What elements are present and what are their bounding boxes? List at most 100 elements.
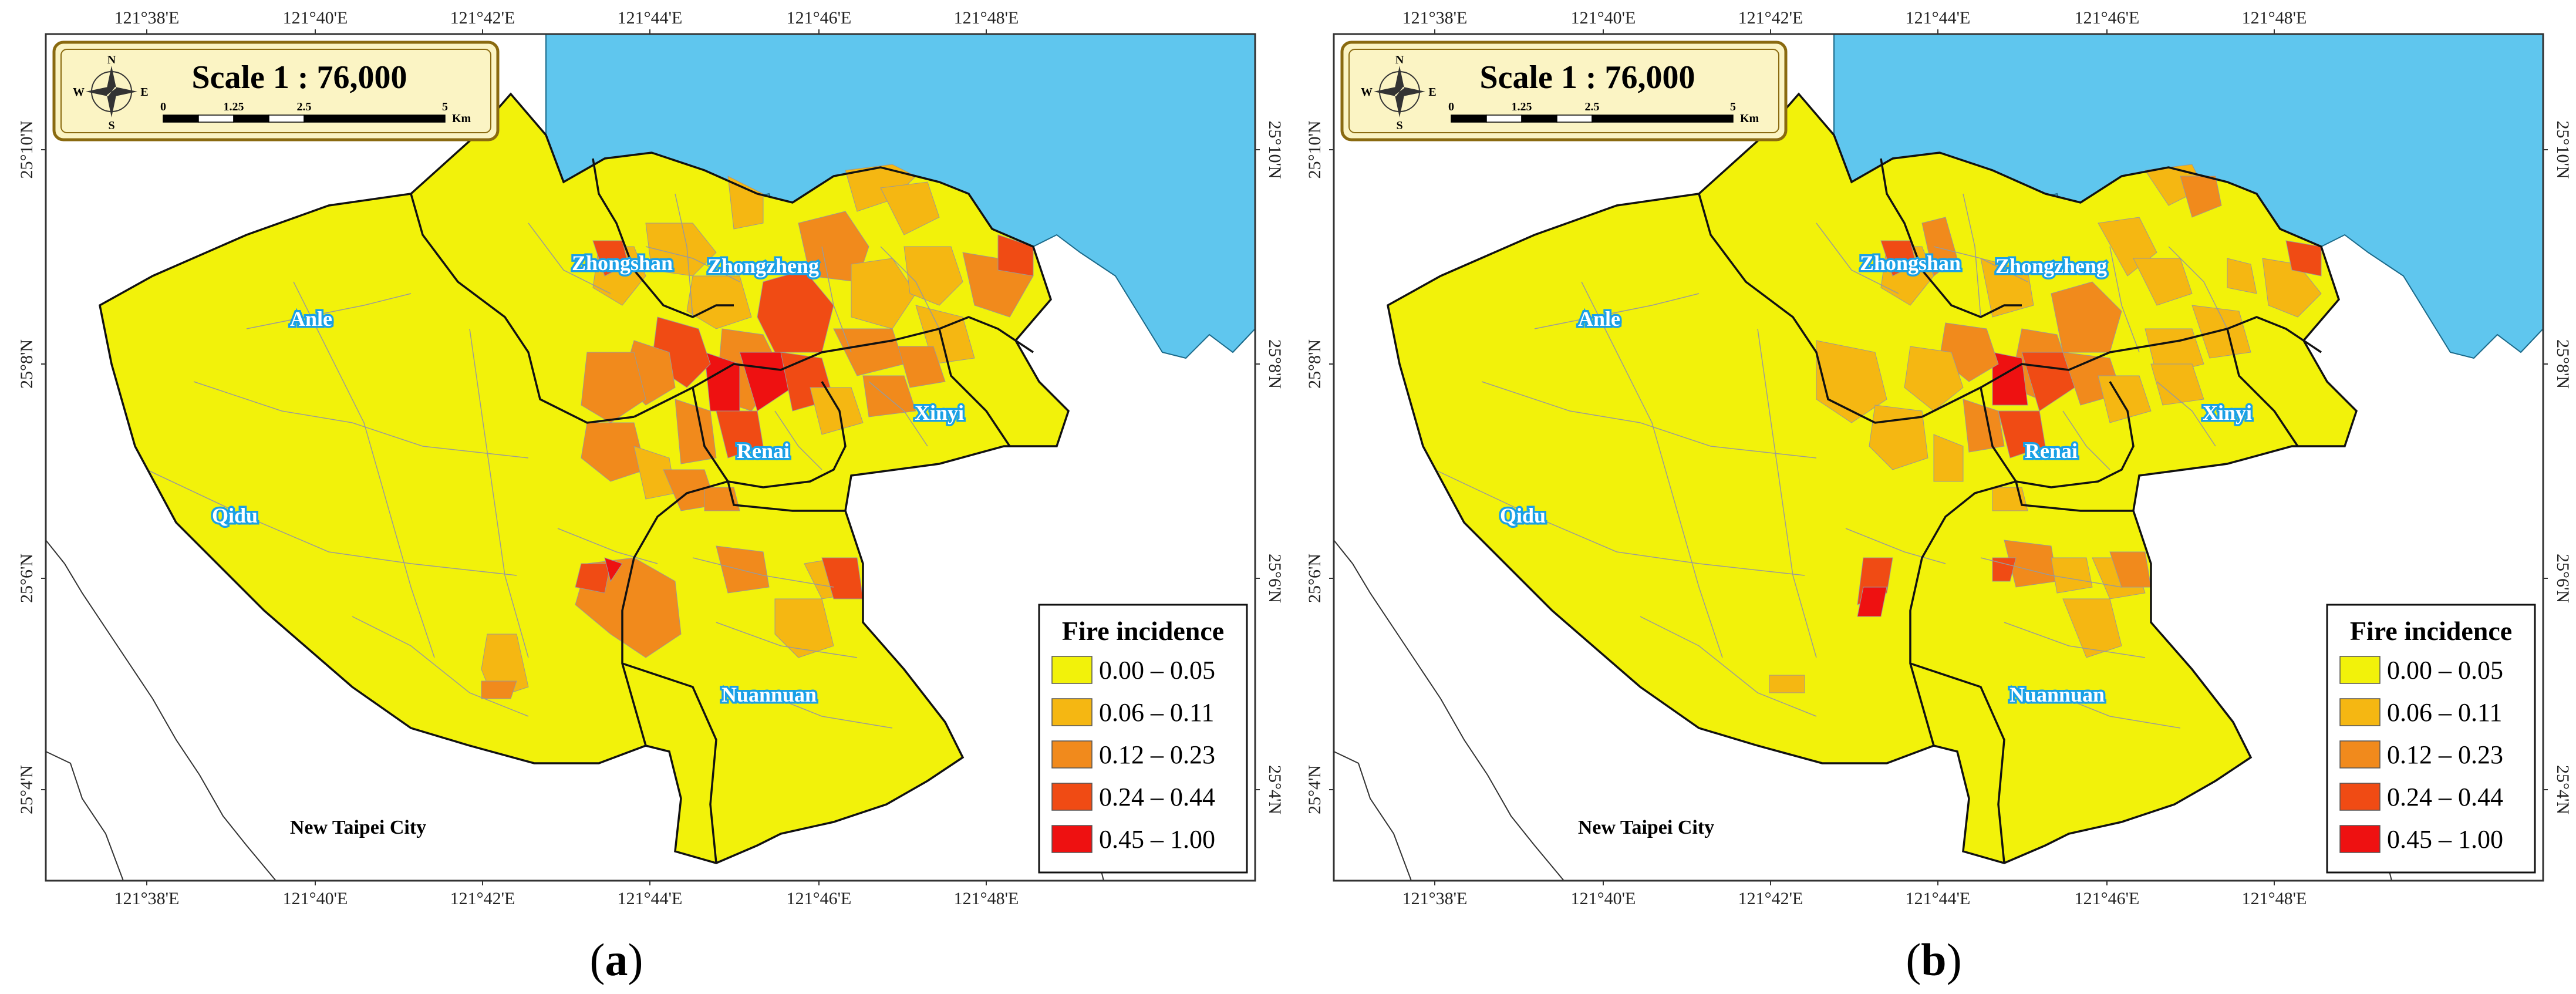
sub-district-line: [352, 616, 529, 717]
bottom-tick-label: 121°40'E: [283, 889, 348, 908]
scale-bar-segment: [198, 114, 234, 123]
district-boundary: [1698, 193, 1923, 424]
sub-district-line: [1757, 328, 1817, 658]
right-tick-label: 25°8'N: [2553, 339, 2572, 389]
incidence-patch: [1963, 399, 2005, 453]
legend: Fire incidence 0.00 – 0.05 0.06 – 0.11 0.12…: [2326, 604, 2536, 874]
top-tick-label: 121°40'E: [283, 8, 348, 28]
sub-district-line: [868, 381, 928, 447]
left-tick-label: 25°6'N: [17, 554, 36, 603]
scale-tick-label: 5: [1730, 100, 1736, 113]
caption-a: (a): [589, 934, 643, 985]
fire-incidence-patches: [481, 164, 1034, 699]
neighbour-boundary: [45, 540, 277, 881]
map-svg-b: 121°38'E 121°40'E 121°42'E 121°44'E 121°46'E…: [1305, 8, 2572, 908]
sub-district-line: [1581, 281, 1723, 658]
top-tick-label: 121°38'E: [114, 8, 180, 28]
incidence-patch: [716, 545, 770, 594]
neighbour-city-label: New Taipei City: [1578, 817, 1714, 838]
legend-swatch: [2339, 698, 2381, 726]
incidence-patch: [1904, 346, 1964, 412]
compass-east: E: [1428, 86, 1436, 99]
legend-swatch: [1051, 740, 1093, 769]
legend-label: 0.12 – 0.23: [1099, 740, 1215, 769]
sub-district-line: [293, 281, 435, 658]
legend-swatch: [2339, 656, 2381, 684]
legend-swatch: [2339, 740, 2381, 769]
legend-swatch: [2339, 825, 2381, 853]
right-tick-label: 25°6'N: [1265, 554, 1284, 603]
legend-swatch: [2339, 783, 2381, 811]
sub-district-line: [1980, 557, 2122, 588]
sub-district-line: [675, 193, 693, 318]
bottom-tick-label: 121°44'E: [1906, 889, 1971, 908]
bottom-tick-label: 121°38'E: [114, 889, 180, 908]
district-label: Nuannuan: [2009, 683, 2105, 706]
sub-district-line: [1963, 193, 1981, 318]
left-tick-label: 25°8'N: [1305, 339, 1324, 389]
compass-north: N: [107, 53, 116, 66]
left-tick-label: 25°6'N: [1305, 554, 1324, 603]
sub-district-line: [2156, 381, 2216, 447]
incidence-patch: [2051, 281, 2122, 353]
incidence-patch: [903, 246, 963, 306]
scale-bar-segment: [1592, 114, 1734, 123]
scale-tick-label: 0: [160, 100, 166, 113]
scale-bar-segment: [268, 114, 305, 123]
legend-swatch: [1051, 698, 1093, 726]
sub-district-line: [774, 410, 822, 470]
legend-swatch: [1051, 825, 1093, 853]
sub-district-lines: [1434, 193, 2228, 729]
top-tick-label: 121°48'E: [954, 8, 1019, 28]
sub-district-line: [246, 293, 412, 329]
sub-district-line: [1933, 246, 2028, 282]
bottom-tick-label: 121°42'E: [450, 889, 515, 908]
left-tick-label: 25°8'N: [17, 339, 36, 389]
district-label: Xinyi: [2203, 401, 2252, 424]
top-tick-label: 121°46'E: [2075, 8, 2140, 28]
incidence-patch: [774, 598, 834, 658]
scale-box: N E S W Scale 1 : 76,000 0 1.25 2.5 5 Km: [1340, 41, 1788, 141]
right-tick-label: 25°4'N: [2553, 765, 2572, 814]
sub-district-line: [528, 223, 611, 294]
district-boundaries: [1698, 158, 2322, 864]
legend-swatch: [1051, 783, 1093, 811]
district-label: Zhongshan: [1860, 251, 1961, 275]
bottom-tick-label: 121°46'E: [2075, 889, 2140, 908]
bottom-tick-label: 121°46'E: [787, 889, 852, 908]
legend-title: Fire incidence: [1062, 616, 1224, 646]
top-tick-label: 121°42'E: [1738, 8, 1803, 28]
district-boundary: [2015, 481, 2133, 512]
district-boundary: [633, 316, 1034, 418]
map-svg-a: 121°38'E 121°40'E 121°42'E 121°44'E 121°46'E…: [17, 8, 1284, 908]
sub-district-line: [880, 246, 940, 329]
district-label: Anle: [1578, 307, 1620, 331]
legend-title: Fire incidence: [2350, 616, 2512, 646]
district-boundaries: [410, 158, 1034, 864]
district-boundary: [692, 381, 847, 488]
top-tick-label: 121°38'E: [1402, 8, 1468, 28]
scale-title: Scale 1 : 76,000: [191, 59, 407, 96]
compass-south: S: [1396, 119, 1402, 132]
legend-label: 0.06 – 0.11: [1099, 698, 1214, 727]
compass-south: S: [108, 119, 114, 132]
legend-label: 0.00 – 0.05: [2387, 656, 2503, 685]
sub-district-line: [2051, 692, 2181, 729]
sub-district-line: [716, 622, 858, 658]
incidence-patch: [810, 387, 864, 435]
sub-district-line: [1845, 528, 1946, 564]
left-tick-label: 25°4'N: [17, 765, 36, 814]
sub-district-line: [469, 328, 529, 658]
sub-district-line: [645, 246, 740, 282]
incidence-patch: [1980, 258, 2034, 318]
city-land: [100, 94, 1068, 863]
district-boundary: [622, 662, 717, 864]
incidence-patch: [1933, 434, 1964, 482]
incidence-patch: [481, 680, 517, 699]
incidence-patch: [2062, 598, 2122, 658]
legend-label: 0.24 – 0.44: [1099, 783, 1215, 811]
sub-district-line: [1534, 293, 1700, 329]
legend-label: 0.45 – 1.00: [2387, 825, 2503, 854]
incidence-patch: [592, 240, 629, 277]
bottom-tick-label: 121°44'E: [618, 889, 683, 908]
